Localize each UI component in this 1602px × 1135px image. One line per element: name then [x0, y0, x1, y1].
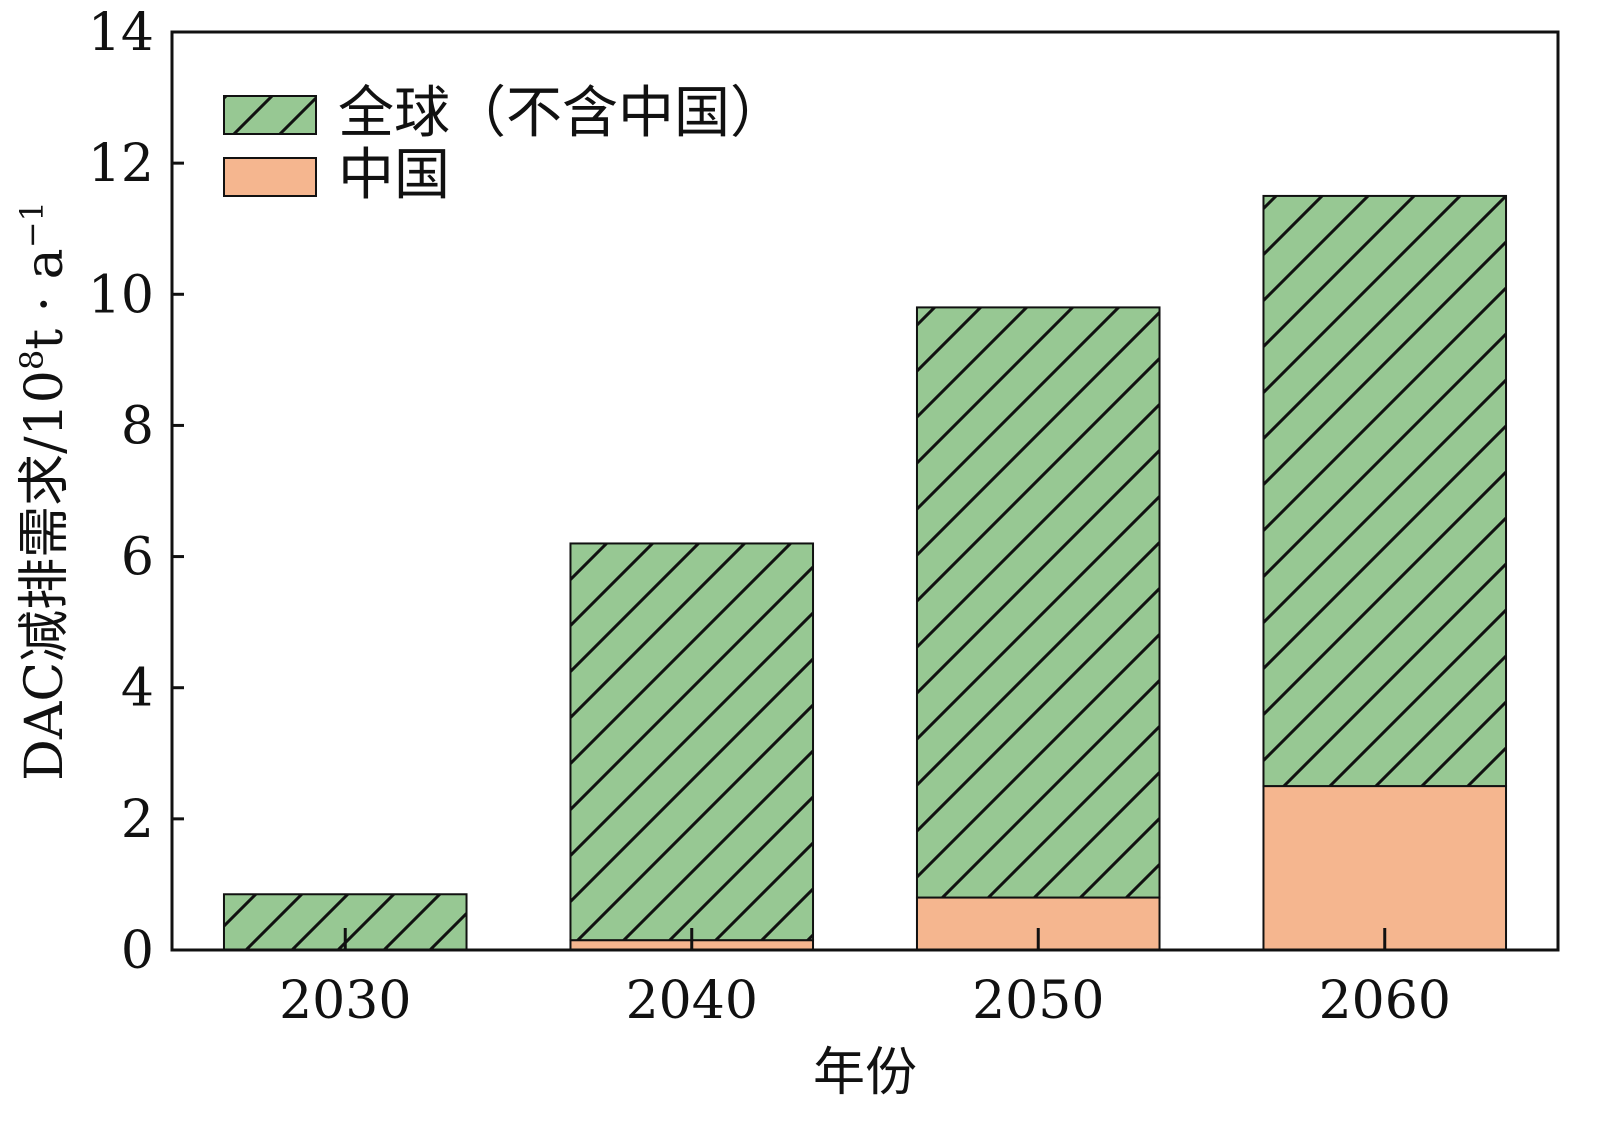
legend-swatch: [223, 95, 317, 135]
y-axis-title: DAC减排需求/108t · a−1: [13, 201, 75, 781]
y-axis: 0 2 4 6 8 10 12 14: [88, 3, 184, 981]
x-tick-label: 2060: [1319, 971, 1451, 1031]
legend-swatch: [223, 157, 317, 197]
y-tick-label: 10: [88, 265, 154, 325]
legend-label: 中国: [338, 143, 450, 208]
y-tick-label: 12: [88, 134, 154, 194]
y-tick-label: 8: [121, 396, 154, 456]
x-tick-label: 2030: [279, 971, 411, 1031]
y-axis-title-main: DAC减排需求/10: [15, 370, 75, 781]
bar-2040-series-1: [569, 542, 815, 942]
legend-label: 全球（不含中国）: [338, 81, 786, 146]
legend: 全球（不含中国）中国: [223, 81, 786, 208]
y-tick-label: 0: [121, 921, 154, 981]
bar-2050-series-1: [915, 306, 1161, 899]
y-axis-title-sup2: −1: [13, 201, 51, 248]
y-tick-label: 4: [121, 659, 154, 719]
plot-frame: [170, 30, 1560, 952]
x-tick-label: 2040: [626, 971, 758, 1031]
y-tick-label: 14: [88, 3, 154, 63]
y-tick-label: 6: [121, 528, 154, 588]
bars-layer: [222, 194, 1508, 952]
x-tick-label: 2050: [972, 971, 1104, 1031]
x-axis-title: 年份: [813, 1043, 917, 1103]
x-axis: 2030 2040 2050 2060: [279, 928, 1451, 1031]
bar-2060-series-1: [1262, 194, 1508, 788]
y-axis-title-tail: t · a: [15, 248, 75, 350]
bar-2060-series-0: [1262, 785, 1508, 951]
y-tick-label: 2: [121, 790, 154, 850]
y-axis-title-sup: 8: [13, 350, 51, 370]
